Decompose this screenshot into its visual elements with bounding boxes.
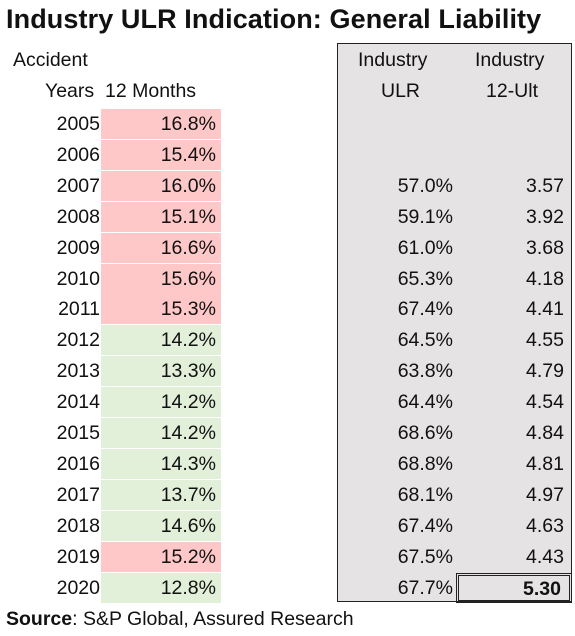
industry-ult-cell: 4.79 xyxy=(526,360,564,383)
table-row: 2011 15.3% 67.4% 4.41 xyxy=(0,294,575,325)
industry-ult-cell: 4.41 xyxy=(526,298,564,321)
year-cell: 2011 xyxy=(58,298,100,321)
months12-cell: 14.6% xyxy=(101,510,221,541)
industry-ulr-cell: 67.7% xyxy=(397,576,453,599)
industry-ulr-cell: 63.8% xyxy=(397,360,453,383)
table-row: 2020 12.8% 67.7% 5.30 xyxy=(0,572,575,603)
industry-ult-cell: 5.30 xyxy=(456,572,572,603)
year-cell: 2014 xyxy=(56,391,100,414)
table-row: 2014 14.2% 64.4% 4.54 xyxy=(0,387,575,418)
months12-cell: 16.0% xyxy=(101,170,221,201)
months12-cell: 15.4% xyxy=(101,139,221,170)
industry-ult-cell: 4.63 xyxy=(526,514,564,537)
table-row: 2012 14.2% 64.5% 4.55 xyxy=(0,325,575,356)
year-cell: 2016 xyxy=(56,452,100,475)
table-row: 2015 14.2% 68.6% 4.84 xyxy=(0,418,575,448)
table-row: 2007 16.0% 57.0% 3.57 xyxy=(0,170,575,201)
months12-cell: 14.2% xyxy=(101,418,221,448)
year-cell: 2020 xyxy=(56,576,100,599)
months12-cell: 15.2% xyxy=(101,541,221,572)
industry-ult-cell: 3.57 xyxy=(526,174,564,197)
industry-ulr-cell: 57.0% xyxy=(397,174,453,197)
header-accident: Accident xyxy=(13,49,88,71)
header-years: Years xyxy=(45,80,95,102)
industry-ult-cell xyxy=(457,140,572,170)
industry-ulr-cell: 64.5% xyxy=(397,329,453,352)
months12-cell: 15.1% xyxy=(101,201,221,232)
months12-cell: 14.3% xyxy=(101,448,221,479)
months12-cell: 13.3% xyxy=(101,356,221,387)
year-cell: 2010 xyxy=(56,267,100,290)
year-cell: 2018 xyxy=(56,514,100,537)
industry-ulr-cell: 67.4% xyxy=(397,298,453,321)
table-row: 2016 14.3% 68.8% 4.81 xyxy=(0,448,575,479)
table-row: 2010 15.6% 65.3% 4.18 xyxy=(0,263,575,294)
months12-cell: 16.8% xyxy=(101,109,221,139)
year-cell: 2007 xyxy=(56,174,100,197)
header-industry-ulr-line1: Industry xyxy=(358,49,428,71)
industry-ult-cell: 4.54 xyxy=(526,391,564,414)
months12-cell: 15.3% xyxy=(101,294,221,325)
table-row: 2013 13.3% 63.8% 4.79 xyxy=(0,356,575,387)
table-row: 2009 16.6% 61.0% 3.68 xyxy=(0,232,575,263)
industry-ulr-cell: 68.6% xyxy=(397,422,453,444)
table-row: 2005 16.8% xyxy=(0,109,575,139)
industry-ulr-cell: 68.8% xyxy=(397,452,453,475)
industry-ulr-cell: 61.0% xyxy=(397,236,453,259)
year-cell: 2015 xyxy=(56,422,100,444)
months12-cell: 15.6% xyxy=(101,263,221,294)
year-cell: 2019 xyxy=(56,545,100,568)
header-industry-ult-line2: 12-Ult xyxy=(486,80,539,102)
table-row: 2006 15.4% xyxy=(0,139,575,170)
industry-ult-cell: 4.81 xyxy=(526,452,564,475)
table-row: 2018 14.6% 67.4% 4.63 xyxy=(0,510,575,541)
months12-cell: 13.7% xyxy=(101,479,221,510)
months12-cell: 12.8% xyxy=(101,572,221,603)
industry-ult-cell: 4.18 xyxy=(526,267,564,290)
months12-cell: 14.2% xyxy=(101,325,221,356)
industry-ult-cell: 3.92 xyxy=(526,205,564,228)
industry-ult-cell: 3.68 xyxy=(526,236,564,259)
industry-ult-cell: 4.84 xyxy=(526,422,564,444)
table-row: 2017 13.7% 68.1% 4.97 xyxy=(0,479,575,510)
industry-ult-cell: 4.43 xyxy=(526,545,564,568)
industry-panel xyxy=(337,43,572,602)
industry-ult-cell: 4.97 xyxy=(526,483,564,506)
industry-ulr-cell: 67.5% xyxy=(397,545,453,568)
industry-ulr-cell: 68.1% xyxy=(397,483,453,506)
table-row: 2008 15.1% 59.1% 3.92 xyxy=(0,201,575,232)
table-row: 2019 15.2% 67.5% 4.43 xyxy=(0,541,575,572)
industry-ulr-cell: 59.1% xyxy=(397,205,453,228)
chart-title: Industry ULR Indication: General Liabili… xyxy=(6,4,542,34)
year-cell: 2005 xyxy=(56,113,100,135)
header-industry-ulr-line2: ULR xyxy=(381,80,421,102)
industry-ulr-cell xyxy=(340,140,457,170)
industry-ulr-cell xyxy=(340,109,457,139)
year-cell: 2009 xyxy=(56,236,100,259)
source-label: Source xyxy=(6,608,73,630)
industry-ult-cell: 4.55 xyxy=(526,329,564,352)
year-cell: 2008 xyxy=(56,205,100,228)
months12-cell: 16.6% xyxy=(101,232,221,263)
industry-ult-cell xyxy=(457,109,572,139)
source-text: : S&P Global, Assured Research xyxy=(72,608,354,630)
source-note: Source: S&P Global, Assured Research xyxy=(6,608,354,631)
year-cell: 2017 xyxy=(56,483,100,506)
industry-ulr-cell: 64.4% xyxy=(397,391,453,414)
year-cell: 2006 xyxy=(56,143,100,166)
year-cell: 2012 xyxy=(56,329,100,352)
industry-ulr-cell: 67.4% xyxy=(397,514,453,537)
months12-cell: 14.2% xyxy=(101,387,221,418)
header-12-months: 12 Months xyxy=(105,80,197,102)
year-cell: 2013 xyxy=(56,360,100,383)
header-industry-ult-line1: Industry xyxy=(475,49,545,71)
industry-ulr-cell: 65.3% xyxy=(397,267,453,290)
